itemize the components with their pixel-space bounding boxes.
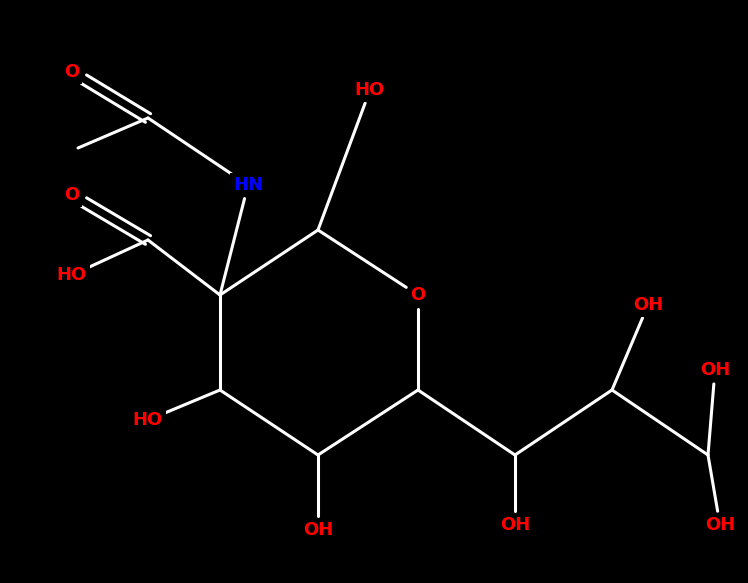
Text: OH: OH [700, 361, 730, 379]
Text: O: O [411, 286, 426, 304]
Text: OH: OH [705, 516, 735, 534]
Text: OH: OH [500, 516, 530, 534]
Text: HO: HO [355, 81, 385, 99]
Text: O: O [64, 186, 79, 204]
Text: HO: HO [57, 266, 87, 284]
Text: OH: OH [633, 296, 663, 314]
Text: O: O [64, 63, 79, 81]
Text: HO: HO [133, 411, 163, 429]
Text: OH: OH [303, 521, 333, 539]
Text: HN: HN [233, 176, 263, 194]
